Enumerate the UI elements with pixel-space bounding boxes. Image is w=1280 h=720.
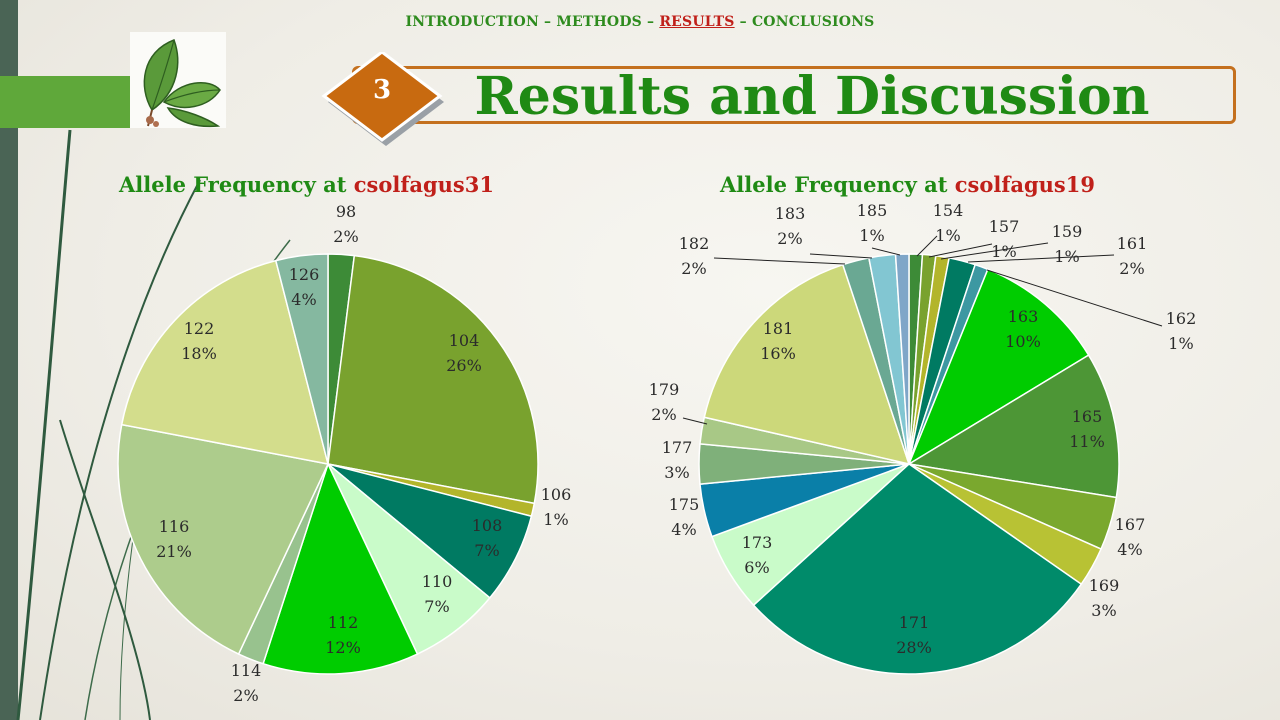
nav-separator: –: [734, 14, 752, 30]
slice-percent-157: 1%: [991, 242, 1016, 261]
pie-slice-181: [703, 263, 911, 466]
slice-percent-126: 4%: [291, 290, 316, 309]
slice-label-108: 108: [472, 516, 503, 535]
slice-percent-173: 6%: [744, 558, 769, 577]
chart-title-prefix: Allele Frequency at: [720, 172, 955, 197]
slice-label-98: 98: [336, 202, 356, 221]
slice-percent-116: 21%: [156, 542, 192, 561]
slice-label-154: 154: [933, 201, 964, 220]
pie-slice-112: [262, 461, 419, 675]
slice-label-122: 122: [184, 319, 215, 338]
slice-percent-112: 12%: [325, 638, 361, 657]
nav-conclusions[interactable]: CONCLUSIONS: [751, 14, 875, 30]
slice-percent-104: 26%: [446, 356, 482, 375]
section-number-diamond: [321, 52, 444, 146]
leader-line-182: [713, 257, 846, 265]
slice-percent-181: 16%: [760, 344, 796, 363]
slice-label-116: 116: [159, 517, 190, 536]
pie-slice-104: [327, 254, 539, 505]
slice-label-185: 185: [857, 201, 888, 220]
slice-label-183: 183: [775, 204, 806, 223]
chart-title-locus: csolfagus19: [954, 172, 1095, 197]
slice-percent-183: 2%: [777, 229, 802, 248]
slice-percent-108: 7%: [474, 541, 499, 560]
pie-chart-csolfagus19: 154 1% 157 1% 159 1% 161 2% 162 1% 163 10% 165 11% 167…: [649, 201, 1197, 675]
slice-label-106: 106: [541, 485, 572, 504]
slice-percent-182: 2%: [681, 259, 706, 278]
beech-leaf-icon: [143, 39, 221, 128]
slice-percent-162: 1%: [1168, 334, 1193, 353]
slice-label-165: 165: [1072, 407, 1103, 426]
pie-slice-185: [894, 253, 910, 465]
slice-percent-110: 7%: [424, 597, 449, 616]
leader-line-185: [871, 247, 901, 256]
nav-separator: –: [641, 14, 660, 30]
slice-label-104: 104: [449, 331, 480, 350]
slice-label-162: 162: [1166, 309, 1197, 328]
chart-title-locus: csolfagus31: [353, 172, 494, 197]
slice-label-175: 175: [669, 495, 700, 514]
slice-label-157: 157: [989, 217, 1020, 236]
leader-line-162: [986, 269, 1163, 327]
leader-line-154: [916, 235, 938, 257]
pie-chart-csolfagus31: 98 2% 104 26% 106 1% 108 7% 110 7% 112 12% 114 2% 116 2…: [117, 202, 572, 705]
slice-percent-163: 10%: [1005, 332, 1041, 351]
leader-line-179: [682, 417, 708, 425]
pie-slice-116: [117, 423, 330, 656]
green-tab-decoration: [0, 76, 142, 128]
section-number: 3: [372, 75, 392, 105]
left-accent-bar: [0, 0, 18, 720]
slice-percent-159: 1%: [1054, 247, 1079, 266]
slice-percent-167: 4%: [1117, 540, 1142, 559]
slice-label-181: 181: [763, 319, 794, 338]
nav-methods[interactable]: METHODS: [556, 14, 642, 30]
chart-title-prefix: Allele Frequency at: [119, 172, 354, 197]
slice-label-163: 163: [1008, 307, 1039, 326]
slice-percent-154: 1%: [935, 226, 960, 245]
slice-label-159: 159: [1052, 222, 1083, 241]
slice-percent-106: 1%: [543, 510, 568, 529]
leader-line-161: [967, 254, 1115, 263]
slice-label-161: 161: [1117, 234, 1148, 253]
slice-percent-165: 11%: [1069, 432, 1105, 451]
slice-label-167: 167: [1115, 515, 1146, 534]
slice-percent-169: 3%: [1091, 601, 1116, 620]
pie-slice-122: [120, 259, 330, 465]
slice-label-112: 112: [328, 613, 359, 632]
slice-label-110: 110: [422, 572, 453, 591]
chart-title-csolfagus31: Allele Frequency at csolfagus31: [119, 172, 494, 197]
slice-percent-177: 3%: [664, 463, 689, 482]
slice-label-114: 114: [231, 661, 262, 680]
slice-percent-114: 2%: [233, 686, 258, 705]
nav-results[interactable]: RESULTS: [659, 14, 735, 30]
leaf-logo: [130, 32, 226, 128]
leader-line-157: [928, 243, 993, 258]
pie-slice-165: [906, 354, 1120, 499]
pie-slice-126: [274, 253, 329, 465]
slice-label-126: 126: [289, 265, 320, 284]
slice-label-179: 179: [649, 380, 680, 399]
slice-percent-98: 2%: [333, 227, 358, 246]
slice-percent-179: 2%: [651, 405, 676, 424]
slice-label-182: 182: [679, 234, 710, 253]
slice-percent-185: 1%: [859, 226, 884, 245]
leader-line-159: [940, 242, 1049, 260]
nav-introduction[interactable]: INTRODUCTION: [405, 14, 539, 30]
leader-line-183: [809, 253, 873, 259]
slice-percent-171: 28%: [896, 638, 932, 657]
nav-separator: –: [538, 14, 557, 30]
slice-label-169: 169: [1089, 576, 1120, 595]
slice-label-171: 171: [899, 613, 930, 632]
pie-slice-171: [752, 463, 1083, 675]
slice-percent-175: 4%: [671, 520, 696, 539]
slice-label-177: 177: [662, 438, 693, 457]
slice-label-173: 173: [742, 533, 773, 552]
page-title: Results and Discussion: [474, 66, 1150, 127]
chart-title-csolfagus19: Allele Frequency at csolfagus19: [720, 172, 1095, 197]
slice-percent-122: 18%: [181, 344, 217, 363]
section-nav: INTRODUCTION – METHODS – RESULTS – CONCL…: [0, 14, 1280, 30]
slice-percent-161: 2%: [1119, 259, 1144, 278]
